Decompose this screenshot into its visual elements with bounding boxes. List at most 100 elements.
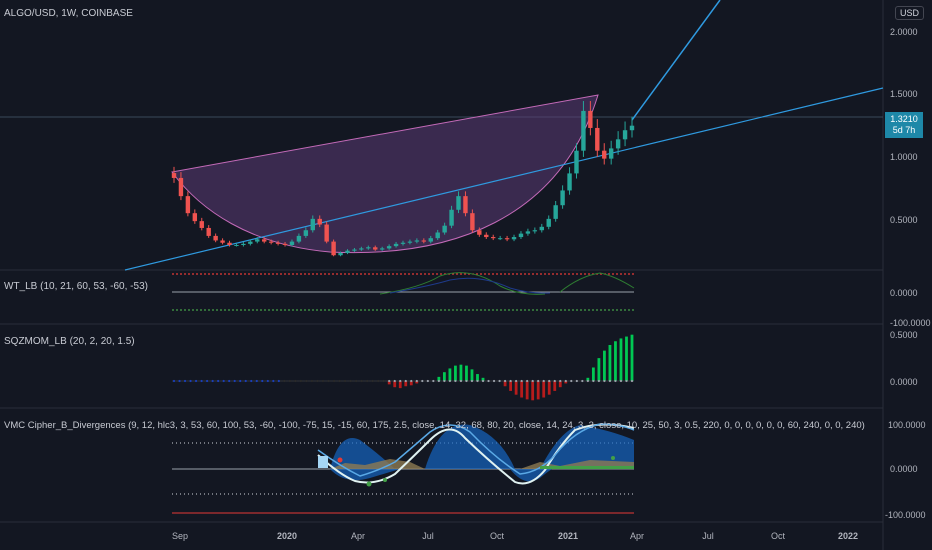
sqz-bar	[586, 377, 590, 381]
sqz-bar	[448, 368, 452, 381]
wt-indicator-title: WT_LB (10, 21, 60, 53, -60, -53)	[4, 281, 148, 292]
sqz-bar	[525, 381, 529, 400]
candle-body	[491, 237, 496, 239]
candle-body	[206, 227, 211, 236]
sqz-bar	[454, 365, 457, 381]
candle-body	[171, 173, 177, 178]
sqz-dot	[614, 379, 617, 383]
sqz-bar	[630, 334, 634, 381]
candle-body	[268, 241, 274, 243]
sqz-dot	[575, 379, 578, 383]
sqz-bar	[536, 381, 540, 400]
vmc-dot-green	[611, 456, 615, 460]
x-tick-label: Apr	[629, 531, 645, 541]
sqz-bar	[608, 345, 612, 381]
sqz-dot	[487, 379, 490, 383]
sqz-dot	[288, 379, 291, 383]
sqz-dot	[228, 379, 231, 383]
candle-body	[615, 139, 621, 149]
candle-body	[213, 235, 218, 241]
candle-body	[366, 247, 371, 249]
candle-body	[497, 238, 503, 240]
sqz-dot	[321, 379, 325, 383]
candle-body	[317, 218, 322, 225]
sqz-dot	[526, 379, 529, 383]
sqz-dot	[327, 379, 330, 383]
sqz-bar	[558, 381, 562, 388]
sqz-dot	[570, 379, 573, 383]
sqz-dot	[222, 379, 225, 383]
candle-body	[608, 148, 614, 159]
sqz-bar	[625, 336, 628, 381]
sqz-dot	[465, 379, 468, 383]
sqz-dot	[194, 379, 198, 383]
candle-body	[352, 249, 357, 251]
sqz-dot	[592, 379, 595, 383]
candle-body	[546, 218, 551, 227]
sqz-bar	[476, 374, 479, 381]
sqz-dot	[200, 379, 203, 383]
sqz-bar	[531, 381, 535, 401]
x-tick-label: Oct	[770, 531, 786, 541]
sqz-bar	[619, 338, 623, 381]
candle-body	[525, 231, 531, 234]
sqz-dot	[399, 379, 402, 383]
vmc-blue-area	[330, 424, 634, 469]
candle-body	[456, 196, 461, 210]
cup-pattern	[171, 94, 599, 254]
candle-body	[588, 110, 593, 128]
candle-body	[449, 209, 454, 226]
sqz-bar	[415, 381, 419, 384]
candle-body	[359, 248, 364, 250]
countdown: 5d 7h	[892, 125, 916, 135]
y-tick-label: -100.0000	[890, 318, 931, 328]
candle-body	[629, 125, 635, 131]
y-tick-label: 2.0000	[890, 27, 918, 37]
trendline-lower	[124, 87, 884, 271]
candle-body	[199, 221, 204, 228]
wt-wave-3	[389, 277, 551, 294]
sqz-dot	[476, 379, 479, 383]
sqz-dot	[382, 379, 385, 383]
sqz-dot	[206, 379, 209, 383]
sqz-dot	[520, 379, 523, 383]
candle-body	[477, 230, 482, 235]
candle-body	[602, 150, 607, 159]
y-tick-label: 0.5000	[890, 330, 918, 340]
candle-body	[234, 245, 239, 246]
currency-button[interactable]: USD	[895, 6, 925, 20]
sqz-bar	[591, 367, 595, 381]
sqz-dot	[211, 379, 214, 383]
price-candles	[171, 101, 635, 257]
sqz-bar	[553, 381, 557, 391]
candle-body	[539, 226, 544, 231]
sqz-dot	[255, 379, 258, 383]
sqz-dot	[266, 379, 269, 383]
x-tick-label: Sep	[171, 531, 189, 541]
vmc-dot-red	[337, 457, 343, 463]
candle-body	[386, 246, 392, 249]
sqz-dot	[377, 379, 380, 383]
candle-body	[282, 243, 288, 245]
candle-body	[400, 242, 406, 244]
sqz-dot	[448, 379, 452, 383]
sqz-dot	[332, 379, 336, 383]
vmc-dot-green	[366, 481, 372, 487]
sqz-dot	[283, 379, 286, 383]
candle-body	[581, 110, 586, 151]
sqz-bar	[514, 381, 518, 395]
sqz-dot	[421, 379, 424, 383]
y-tick-label: 0.0000	[890, 464, 918, 474]
sqz-bar	[387, 381, 391, 385]
candle-body	[504, 238, 510, 240]
x-tick-label: 2022	[837, 531, 859, 541]
sqz-bar	[409, 381, 413, 386]
sqz-dot	[503, 379, 507, 383]
candle-body	[373, 247, 378, 250]
last-price-tag: 1.3210 5d 7h	[885, 112, 923, 138]
symbol-title: ALGO/USD, 1W, COINBASE	[4, 8, 133, 19]
sqz-dot	[172, 379, 176, 383]
candle-body	[262, 239, 267, 242]
x-tick-label: Oct	[489, 531, 505, 541]
